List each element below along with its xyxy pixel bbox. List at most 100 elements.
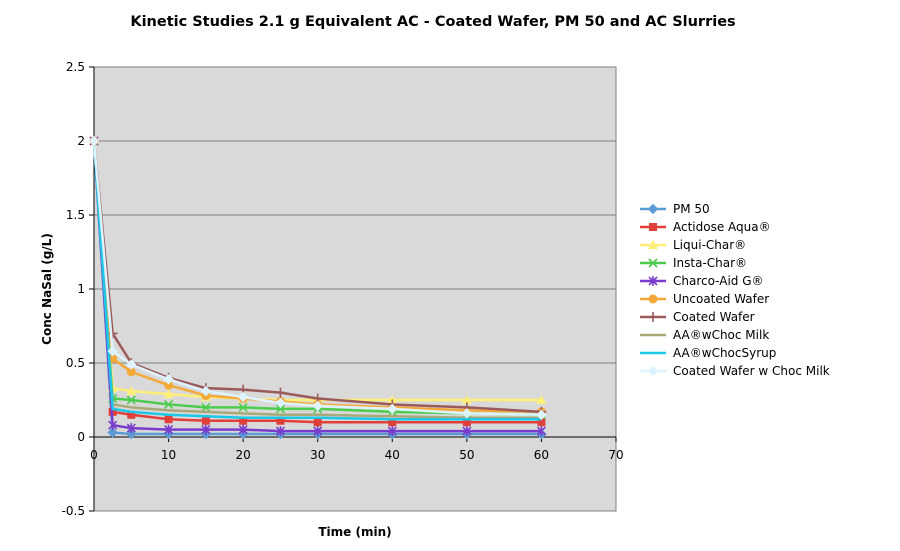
data-point: [388, 418, 397, 427]
x-tick-label: 60: [534, 448, 549, 462]
legend-item: Liqui-Char®: [640, 238, 746, 252]
data-point: [313, 426, 323, 437]
data-point: [238, 402, 248, 412]
data-point: [126, 386, 137, 396]
data-point: [200, 385, 212, 397]
data-point: [461, 395, 472, 404]
x-tick-label: 70: [608, 448, 623, 462]
data-point: [201, 424, 211, 435]
legend-label: Coated Wafer: [673, 310, 755, 324]
y-tick-label: -0.5: [62, 504, 85, 518]
data-point: [275, 426, 285, 437]
legend-item: Coated Wafer w Choc Milk: [640, 364, 830, 378]
y-tick-label: 1: [77, 282, 85, 296]
data-point: [126, 423, 136, 434]
y-tick-label: 0.5: [66, 356, 85, 370]
data-point: [164, 415, 173, 424]
y-axis-title: Conc NaSal (g/L): [40, 233, 54, 345]
legend-item: Actidose Aqua®: [640, 220, 771, 234]
data-point: [107, 427, 118, 438]
y-tick-label: 2: [77, 134, 85, 148]
data-point: [88, 135, 100, 147]
data-point: [201, 416, 210, 425]
series-10: [88, 135, 547, 421]
legend-marker: [647, 203, 659, 215]
series-line: [92, 140, 542, 420]
data-point: [126, 367, 136, 377]
legend-label: Insta-Char®: [673, 256, 747, 270]
data-point: [238, 424, 248, 435]
legend-item: Coated Wafer: [640, 310, 755, 324]
data-point: [536, 409, 547, 421]
data-point: [201, 402, 211, 412]
data-point: [237, 391, 249, 403]
legend-marker: [648, 312, 658, 322]
data-point: [164, 380, 174, 390]
legend-marker: [649, 223, 657, 231]
data-point: [275, 387, 286, 398]
series-9: [92, 140, 542, 421]
chart-title: Kinetic Studies 2.1 g Equivalent AC - Co…: [130, 14, 735, 30]
data-point: [126, 359, 137, 370]
y-tick-label: 1.5: [66, 208, 85, 222]
data-point: [537, 418, 546, 427]
data-point: [163, 389, 174, 399]
data-point: [276, 416, 285, 425]
legend-marker: [647, 365, 659, 377]
data-point: [126, 395, 136, 405]
x-tick-label: 50: [459, 448, 474, 462]
data-point: [275, 404, 285, 414]
y-tick-label: 2.5: [66, 60, 85, 74]
data-point: [127, 410, 136, 419]
legend-marker: [648, 276, 658, 286]
x-axis-title: Time (min): [318, 525, 391, 539]
data-point: [387, 403, 398, 415]
data-point: [387, 426, 397, 437]
series-group: [88, 135, 547, 440]
data-point: [536, 395, 547, 404]
x-tick-label: 40: [385, 448, 400, 462]
legend-item: PM 50: [640, 202, 710, 216]
data-point: [126, 428, 137, 440]
data-point: [275, 397, 286, 409]
x-axis-ticks: 0 10 20 30 40 50 60 70: [90, 437, 624, 462]
legend-label: PM 50: [673, 202, 710, 216]
legend: PM 50 Actidose Aqua® Liqui-Char® Insta-Char…: [640, 202, 830, 378]
legend-item: AA®wChocSyrup: [640, 346, 776, 360]
y-axis-ticks: -0.5 0 0.5 1 1.5 2 2.5: [62, 60, 94, 518]
legend-item: AA®wChoc Milk: [640, 328, 769, 342]
data-point: [462, 426, 472, 437]
x-tick-label: 0: [90, 448, 98, 462]
legend-marker: [648, 240, 658, 249]
legend-marker: [648, 258, 658, 268]
data-point: [312, 400, 323, 412]
y-tick-label: 0: [77, 430, 85, 444]
legend-item: Insta-Char®: [640, 256, 747, 270]
data-point: [461, 408, 473, 419]
data-point: [313, 418, 322, 427]
x-tick-label: 30: [310, 448, 325, 462]
series-5: [89, 136, 546, 437]
legend-label: Liqui-Char®: [673, 238, 746, 252]
legend-label: Uncoated Wafer: [673, 292, 769, 306]
data-point: [164, 399, 174, 410]
legend-item: Charco-Aid G®: [640, 274, 764, 288]
data-point: [164, 424, 174, 435]
data-point: [107, 345, 118, 357]
legend-label: AA®wChocSyrup: [673, 346, 776, 360]
legend-label: Charco-Aid G®: [673, 274, 764, 288]
legend-label: Actidose Aqua®: [673, 220, 771, 234]
legend-label: AA®wChoc Milk: [673, 328, 769, 342]
data-point: [163, 374, 174, 385]
x-tick-label: 10: [161, 448, 176, 462]
data-point: [239, 416, 248, 425]
legend-item: Uncoated Wafer: [640, 292, 769, 306]
series-line: [92, 140, 542, 421]
data-point: [462, 418, 471, 427]
x-tick-label: 20: [236, 448, 251, 462]
data-point: [536, 426, 546, 437]
legend-marker: [648, 294, 658, 304]
series-8: [92, 140, 542, 420]
data-point: [107, 328, 118, 339]
